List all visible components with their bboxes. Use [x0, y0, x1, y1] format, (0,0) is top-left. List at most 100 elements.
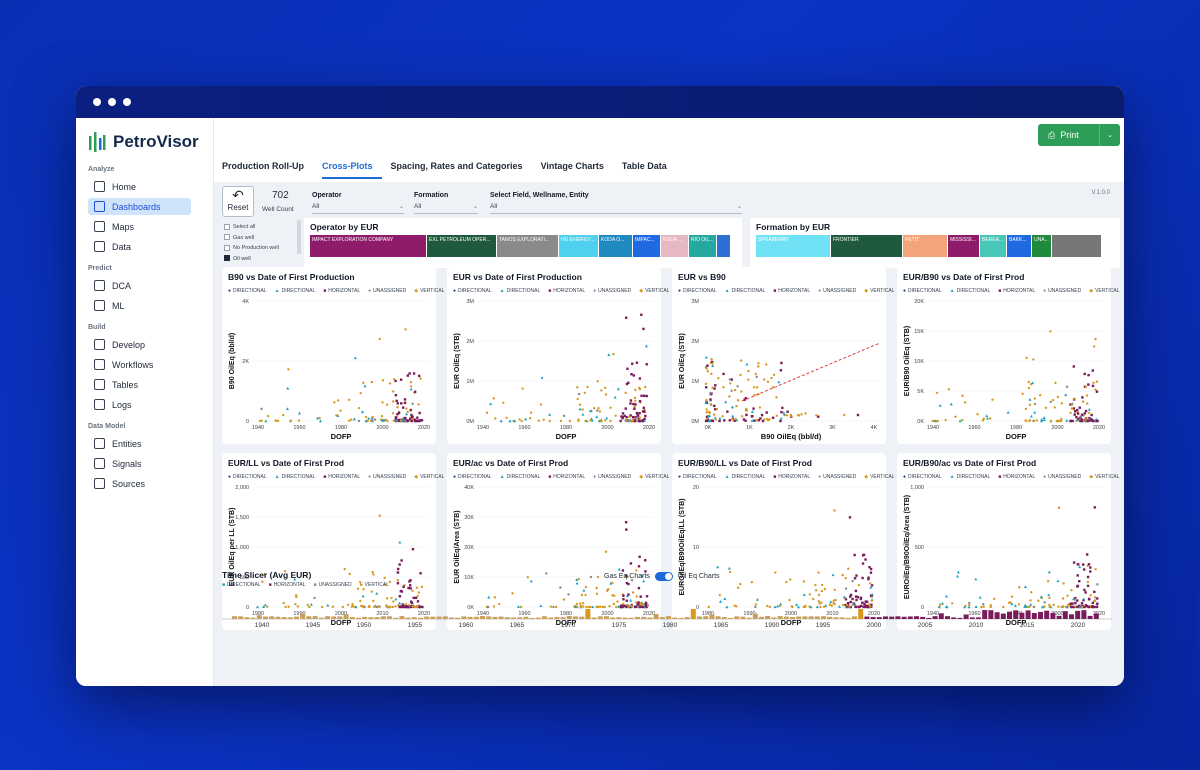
slicer-bar[interactable] [300, 613, 306, 619]
sidebar-item-sources[interactable]: Sources [88, 475, 191, 492]
slicer-bar[interactable] [988, 610, 994, 619]
slicer-bar[interactable] [870, 617, 876, 619]
well-type-option[interactable]: Gas well [224, 233, 279, 244]
slicer-bar[interactable] [1087, 615, 1093, 619]
reset-button[interactable]: ↶ Reset [222, 186, 254, 217]
well-type-option[interactable]: Select all [224, 222, 279, 233]
slicer-bar[interactable] [1044, 610, 1050, 619]
slicer-bar[interactable] [238, 616, 244, 619]
slicer-bar[interactable] [771, 617, 777, 619]
treemap-cell[interactable]: KODA O... [599, 235, 633, 257]
slicer-bar[interactable] [951, 617, 957, 619]
slicer-bar[interactable] [839, 617, 845, 619]
slicer-bar[interactable] [938, 613, 944, 619]
slicer-bar[interactable] [901, 616, 907, 619]
checkbox[interactable] [224, 223, 230, 230]
slicer-bar[interactable] [666, 616, 671, 619]
slicer-bar[interactable] [430, 616, 436, 619]
slicer-bar[interactable] [275, 616, 281, 619]
slicer-bar[interactable] [473, 616, 479, 619]
slicer-bar[interactable] [356, 617, 361, 619]
slicer-bar[interactable] [982, 610, 988, 619]
slicer-bar[interactable] [349, 617, 355, 619]
treemap-cell[interactable]: HG ENERGY... [559, 235, 599, 257]
slicer-bar[interactable] [759, 616, 764, 619]
tab-cross-plots[interactable]: Cross-Plots [322, 158, 382, 179]
slicer-bar[interactable] [610, 617, 616, 619]
treemap-cell[interactable]: RIO OIL... [689, 235, 717, 257]
slicer-chart[interactable]: 1940 1945 1950 1955 1960 1965 1970 1975 1980 1985… [222, 596, 1114, 630]
slicer-bar[interactable] [343, 614, 349, 619]
treemap-cell[interactable]: BAKK... [1007, 235, 1032, 257]
treemap-cell[interactable]: MISSISSI... [948, 235, 980, 257]
slicer-bar[interactable] [535, 617, 541, 619]
slicer-bar[interactable] [790, 617, 795, 619]
slicer-bar[interactable] [672, 617, 678, 619]
chevron-down-icon[interactable]: ⌄ [1107, 132, 1113, 139]
slicer-bar[interactable] [635, 616, 640, 619]
checklist-scrollbar[interactable] [297, 220, 301, 254]
slicer-bar[interactable] [566, 615, 572, 619]
slicer-bar[interactable] [858, 609, 864, 619]
slicer-bar[interactable] [504, 617, 510, 619]
slicer-bar[interactable] [585, 609, 591, 619]
slicer-bar[interactable] [994, 612, 1000, 619]
slicer-bar[interactable] [1031, 613, 1037, 619]
slicer-bar[interactable] [697, 616, 702, 619]
well-type-option[interactable]: Oil well [224, 254, 279, 265]
treemap-cell[interactable]: KODA ... [661, 235, 689, 257]
slicer-bar[interactable] [281, 617, 287, 619]
slicer-bar[interactable] [604, 616, 609, 619]
slicer-bar[interactable] [1062, 611, 1068, 619]
slicer-bar[interactable] [529, 617, 535, 619]
slicer-bar[interactable] [833, 617, 839, 619]
sidebar-item-develop[interactable]: Develop [88, 336, 191, 353]
sidebar-item-entities[interactable]: Entities [88, 435, 191, 452]
checkbox[interactable] [224, 244, 230, 251]
slicer-bar[interactable] [802, 616, 808, 619]
treemap-cell[interactable]: EXL PETROLEUM OPER... [427, 235, 497, 257]
sidebar-item-workflows[interactable]: Workflows [88, 356, 191, 373]
checkbox[interactable] [224, 255, 230, 262]
checkbox[interactable] [224, 234, 230, 241]
slicer-bar[interactable] [1025, 610, 1031, 619]
slicer-bar[interactable] [728, 617, 733, 619]
formation-select[interactable]: All ⌄ [414, 203, 478, 214]
slicer-bar[interactable] [362, 616, 368, 619]
slicer-bar[interactable] [467, 616, 473, 619]
slicer-bar[interactable] [287, 617, 293, 619]
slicer-bar[interactable] [821, 616, 826, 619]
slicer-bar[interactable] [1075, 610, 1081, 619]
slicer-bar[interactable] [926, 617, 932, 619]
slicer-bar[interactable] [554, 616, 560, 619]
operator-select[interactable]: All ⌄ [312, 203, 404, 214]
slicer-bar[interactable] [1069, 614, 1074, 619]
treemap-cell[interactable]: FRONTIER [831, 235, 903, 257]
sidebar-item-logs[interactable]: Logs [88, 396, 191, 413]
slicer-bar[interactable] [653, 614, 659, 619]
print-button[interactable]: ⎙ Print ⌄ [1038, 124, 1120, 146]
slicer-bar[interactable] [721, 617, 727, 619]
sidebar-item-maps[interactable]: Maps [88, 218, 191, 235]
slicer-bar[interactable] [461, 616, 467, 619]
slicer-bar[interactable] [659, 617, 665, 619]
slicer-bar[interactable] [932, 616, 938, 619]
slicer-bar[interactable] [920, 616, 926, 619]
treemap-cell[interactable] [1052, 235, 1102, 257]
slicer-bar[interactable] [622, 617, 628, 619]
slicer-bar[interactable] [597, 616, 603, 619]
scatter-plot[interactable]: B90 OilEq (bbl/d) DOFP 0 2K 4K 1940 1960 1980 20… [222, 295, 436, 441]
operator-treemap[interactable]: Operator by EUR IMPACT EXPLORATION COMPAN… [304, 218, 742, 268]
slicer-bar[interactable] [808, 616, 814, 619]
treemap-cell[interactable]: IMPAC... [633, 235, 661, 257]
slicer-bar[interactable] [498, 616, 504, 619]
slicer-bar[interactable] [777, 616, 783, 619]
tab-production[interactable]: Production Roll-Up [222, 161, 304, 171]
slicer-bar[interactable] [678, 617, 684, 619]
field-select[interactable]: All ⌄ [490, 203, 742, 214]
slicer-bar[interactable] [876, 617, 882, 619]
slicer-bar[interactable] [579, 616, 585, 619]
treemap-cell[interactable]: UNA... [1032, 235, 1052, 257]
slicer-bar[interactable] [1000, 613, 1006, 619]
slicer-bar[interactable] [1056, 615, 1062, 619]
